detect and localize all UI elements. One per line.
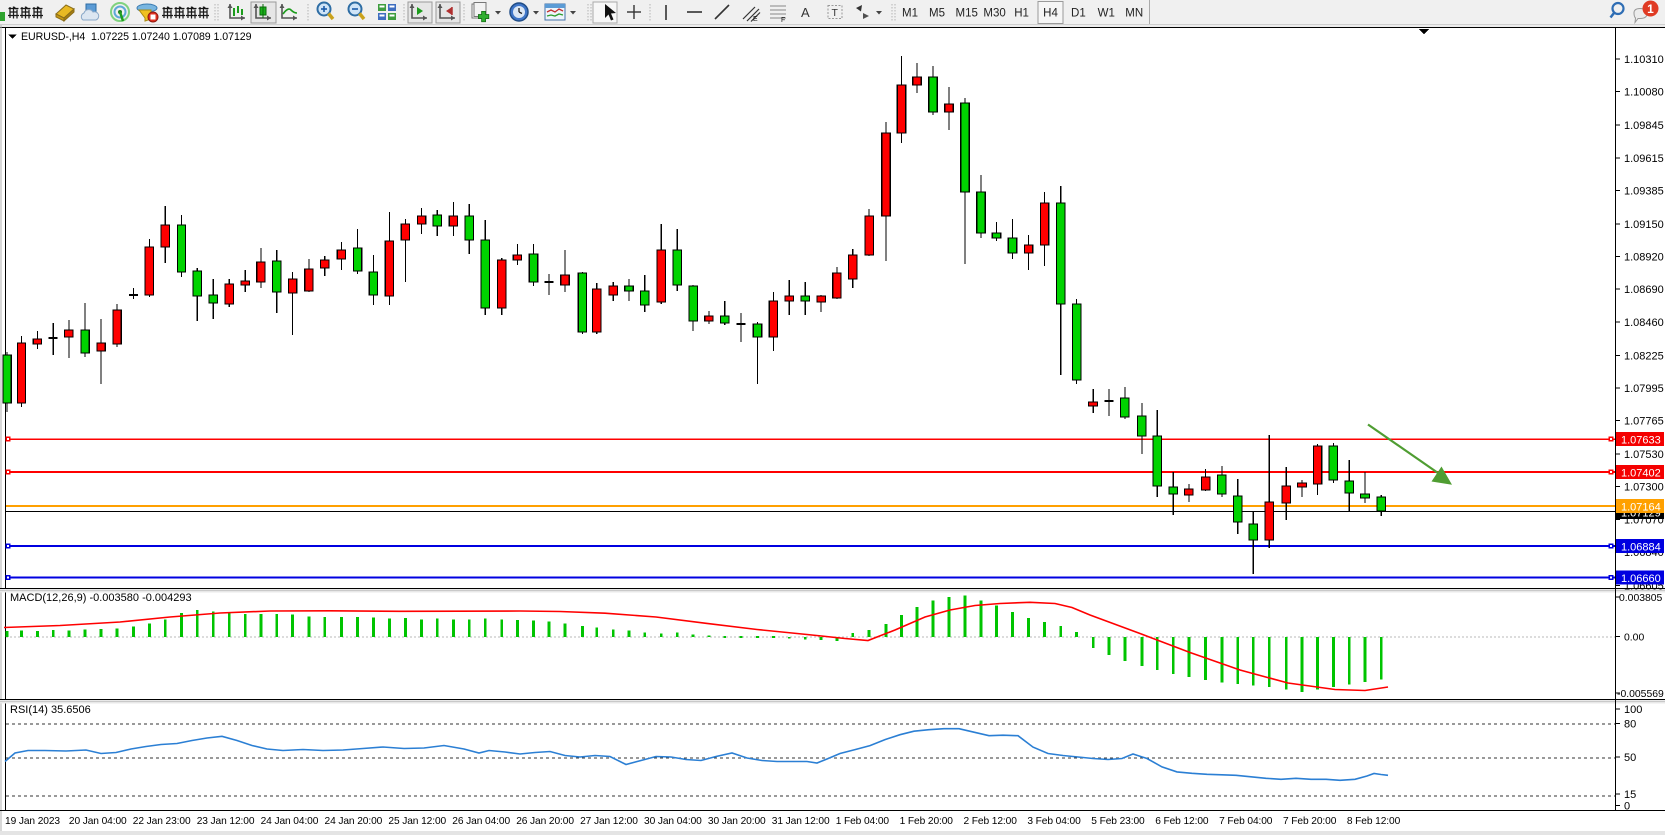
svg-text:E: E — [753, 16, 758, 23]
svg-text:M5: M5 — [929, 8, 945, 20]
svg-text:1.08225: 1.08225 — [1624, 350, 1664, 362]
svg-text:1.09385: 1.09385 — [1624, 185, 1664, 197]
svg-text:50: 50 — [1624, 752, 1636, 764]
svg-text:H1: H1 — [1014, 8, 1029, 20]
svg-text:1.08690: 1.08690 — [1624, 284, 1664, 296]
svg-text:7 Feb 04:00: 7 Feb 04:00 — [1219, 816, 1273, 827]
svg-text:M30: M30 — [983, 8, 1005, 20]
svg-text:1.06660: 1.06660 — [1621, 573, 1661, 585]
svg-text:M15: M15 — [956, 8, 978, 20]
svg-text:MACD(12,26,9) -0.003580 -0.004: MACD(12,26,9) -0.003580 -0.004293 — [10, 592, 192, 604]
svg-text:24 Jan 04:00: 24 Jan 04:00 — [261, 816, 319, 827]
svg-text:1.07300: 1.07300 — [1624, 482, 1664, 494]
svg-text:23 Jan 12:00: 23 Jan 12:00 — [197, 816, 255, 827]
svg-text:7 Feb 20:00: 7 Feb 20:00 — [1283, 816, 1337, 827]
svg-text:D1: D1 — [1071, 8, 1086, 20]
svg-text:EURUSD-,H4 1.07225 1.07240 1.: EURUSD-,H4 1.07225 1.07240 1.07089 1.071… — [21, 31, 252, 43]
svg-text:1.07995: 1.07995 — [1624, 383, 1664, 395]
svg-text:M1: M1 — [902, 8, 918, 20]
svg-text:25 Jan 12:00: 25 Jan 12:00 — [388, 816, 446, 827]
svg-text:0.00: 0.00 — [1624, 633, 1644, 644]
svg-text:27 Jan 12:00: 27 Jan 12:00 — [580, 816, 638, 827]
svg-text:24 Jan 20:00: 24 Jan 20:00 — [325, 816, 383, 827]
svg-text:1.07530: 1.07530 — [1624, 449, 1664, 461]
svg-text:3 Feb 04:00: 3 Feb 04:00 — [1027, 816, 1081, 827]
svg-text:1.08920: 1.08920 — [1624, 252, 1664, 264]
svg-text:RSI(14) 35.6506: RSI(14) 35.6506 — [10, 704, 91, 716]
svg-text:1.08460: 1.08460 — [1624, 317, 1664, 329]
svg-text:1.10310: 1.10310 — [1624, 54, 1664, 66]
svg-text:1.06884: 1.06884 — [1621, 541, 1661, 553]
svg-text:-0.005569: -0.005569 — [1617, 689, 1664, 700]
svg-text:5 Feb 23:00: 5 Feb 23:00 — [1091, 816, 1145, 827]
svg-text:26 Jan 04:00: 26 Jan 04:00 — [452, 816, 510, 827]
svg-text:W1: W1 — [1098, 8, 1115, 20]
svg-text:F: F — [781, 17, 785, 24]
svg-text:100: 100 — [1624, 704, 1642, 716]
svg-text:1.10080: 1.10080 — [1624, 87, 1664, 99]
svg-text:22 Jan 23:00: 22 Jan 23:00 — [133, 816, 191, 827]
svg-text:30 Jan 04:00: 30 Jan 04:00 — [644, 816, 702, 827]
svg-text:A: A — [801, 5, 810, 20]
svg-text:1.09615: 1.09615 — [1624, 153, 1664, 165]
svg-text:1.07765: 1.07765 — [1624, 416, 1664, 428]
svg-text:H4: H4 — [1043, 8, 1058, 20]
svg-text:1.09845: 1.09845 — [1624, 120, 1664, 132]
svg-text:31 Jan 12:00: 31 Jan 12:00 — [772, 816, 830, 827]
svg-text:1.07164: 1.07164 — [1621, 501, 1661, 513]
svg-text:1 Feb 20:00: 1 Feb 20:00 — [900, 816, 954, 827]
svg-text:2 Feb 12:00: 2 Feb 12:00 — [964, 816, 1018, 827]
svg-text:15: 15 — [1624, 789, 1636, 801]
svg-text:1.09150: 1.09150 — [1624, 219, 1664, 231]
svg-text:19 Jan 2023: 19 Jan 2023 — [5, 816, 60, 827]
svg-text:1.07633: 1.07633 — [1621, 435, 1661, 447]
svg-text:30 Jan 20:00: 30 Jan 20:00 — [708, 816, 766, 827]
svg-text:1.07402: 1.07402 — [1621, 468, 1661, 480]
svg-text:T: T — [832, 7, 839, 19]
svg-text:0.003805: 0.003805 — [1619, 593, 1663, 604]
svg-text:80: 80 — [1624, 719, 1636, 731]
svg-text:6 Feb 12:00: 6 Feb 12:00 — [1155, 816, 1209, 827]
svg-text:20 Jan 04:00: 20 Jan 04:00 — [69, 816, 127, 827]
svg-text:8 Feb 12:00: 8 Feb 12:00 — [1347, 816, 1401, 827]
svg-text:26 Jan 20:00: 26 Jan 20:00 — [516, 816, 574, 827]
svg-text:0: 0 — [1624, 801, 1630, 813]
svg-text:1: 1 — [1647, 2, 1654, 16]
svg-text:MN: MN — [1125, 8, 1143, 20]
svg-text:1 Feb 04:00: 1 Feb 04:00 — [836, 816, 890, 827]
